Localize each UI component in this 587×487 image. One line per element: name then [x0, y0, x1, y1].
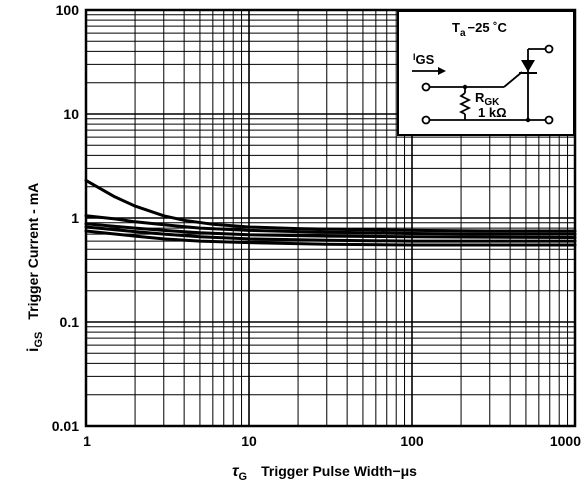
y-tick-label: 100 [56, 2, 80, 18]
y-axis-label: iGSTrigger Current - mA [25, 183, 45, 352]
y-tick-label: 0.01 [52, 418, 79, 434]
data-series [84, 178, 577, 247]
igs-arrow-head [438, 67, 446, 75]
inset-frame [397, 10, 575, 136]
igs-current-label: IGS [413, 52, 435, 67]
x-tick-label: 1 [83, 433, 91, 449]
grid [86, 10, 575, 426]
x-tick-label: 10 [241, 433, 257, 449]
series-line-4 [84, 225, 577, 243]
y-tick-label: 1 [71, 210, 79, 226]
circuit-inset: Ta −25 ˚C IGS RGK 1 k [397, 10, 575, 136]
x-tick-label: 100 [400, 433, 424, 449]
series-line-2 [84, 214, 577, 236]
series-line-5 [84, 229, 577, 247]
rgk-value: 1 kΩ [478, 105, 507, 120]
x-tick-label: 1000 [550, 433, 581, 449]
rgk-label: RGK [475, 90, 500, 108]
plot-frame [84, 8, 577, 428]
thyristor-icon [521, 60, 535, 72]
y-tick-label: 0.1 [60, 314, 80, 330]
x-axis-label: τG Trigger Pulse Width−μs [232, 463, 417, 483]
series-line-1 [84, 178, 577, 233]
y-tick-label: 10 [63, 106, 79, 122]
ambient-temp-label: Ta −25 ˚C [452, 20, 508, 39]
tick-labels: 1 10 100 1000 0.01 0.1 1 10 100 [52, 2, 581, 449]
series-line-3 [84, 222, 577, 239]
